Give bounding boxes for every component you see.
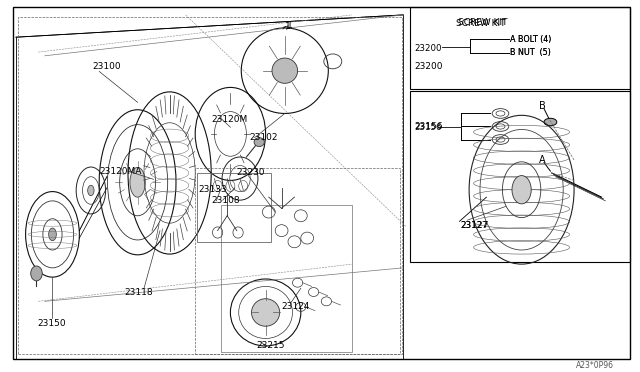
Ellipse shape [254, 138, 264, 147]
Text: 23230: 23230 [237, 169, 266, 177]
Text: A BOLT (4): A BOLT (4) [510, 35, 552, 44]
Ellipse shape [272, 58, 298, 83]
Text: 23102: 23102 [250, 133, 278, 142]
Bar [18, 17, 402, 354]
Text: 1: 1 [285, 22, 291, 31]
Text: A23*0P96: A23*0P96 [577, 361, 614, 370]
Ellipse shape [130, 167, 145, 197]
Ellipse shape [512, 176, 531, 204]
Text: B NUT  (5): B NUT (5) [510, 48, 551, 57]
Text: 23215: 23215 [256, 341, 285, 350]
Text: 23156: 23156 [415, 122, 444, 131]
Bar [410, 91, 630, 262]
Text: 1: 1 [287, 21, 292, 30]
Ellipse shape [31, 266, 42, 281]
Text: 23127: 23127 [461, 221, 490, 230]
Text: 23124: 23124 [282, 302, 310, 311]
Ellipse shape [88, 185, 94, 196]
Ellipse shape [252, 299, 280, 326]
Text: 23200: 23200 [415, 62, 444, 71]
Text: B NUT  (5): B NUT (5) [510, 48, 551, 57]
Text: 23200: 23200 [415, 44, 442, 53]
Bar [195, 168, 400, 354]
Text: SCREW KIT: SCREW KIT [456, 19, 505, 28]
Text: 23100: 23100 [93, 62, 122, 71]
Text: 23108: 23108 [211, 196, 240, 205]
Text: 23127: 23127 [461, 221, 488, 230]
Text: 23120M: 23120M [211, 115, 248, 124]
Text: A: A [539, 155, 545, 165]
Text: 23118: 23118 [125, 288, 154, 296]
Text: B: B [539, 101, 546, 111]
Bar [197, 173, 271, 242]
Bar [410, 7, 630, 89]
Text: A BOLT (4): A BOLT (4) [510, 35, 552, 44]
Text: 23156: 23156 [415, 123, 442, 132]
Text: 23120MA: 23120MA [99, 167, 141, 176]
Ellipse shape [49, 228, 56, 241]
Text: 23133: 23133 [198, 185, 227, 194]
Text: 23150: 23150 [37, 319, 66, 328]
Ellipse shape [544, 118, 557, 126]
Bar [221, 205, 352, 352]
Text: SCREW KIT: SCREW KIT [458, 18, 507, 27]
